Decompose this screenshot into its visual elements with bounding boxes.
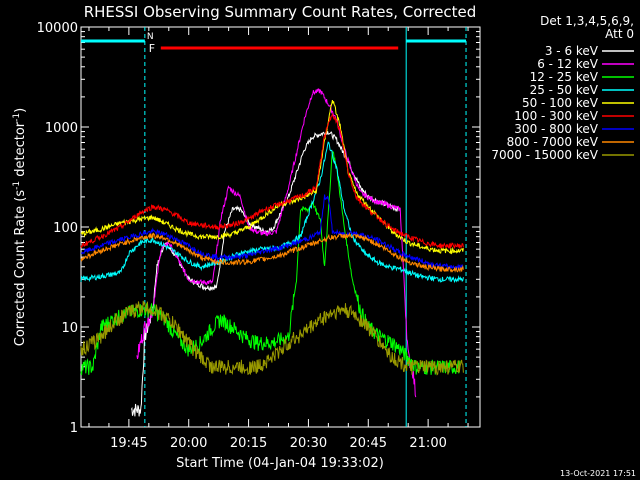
x-tick-label: 19:45 [110,436,147,451]
x-tick-label: 20:45 [350,436,387,451]
y-axis-label-main: Corrected Count Rate (s [13,190,28,347]
y-tick-label: 10 [61,321,78,336]
legend-label: 3 - 6 keV [545,44,599,58]
y-axis-label: Corrected Count Rate (s-1 detector-1) [12,108,28,346]
series-line [80,300,464,376]
flare-flag-label: F [149,42,155,55]
series-line [130,131,399,417]
x-axis: 19:45 20:00 20:15 20:30 20:45 21:00 [88,27,469,451]
series-line [136,88,417,398]
y-tick-label: 100 [53,221,78,236]
y-axis-label-sup2: -1 [12,113,22,122]
legend-header-line1: Det 1,3,4,5,6,9, [540,14,634,28]
legend-label: 800 - 7000 keV [507,135,599,149]
series-line [80,100,464,255]
y-tick-label: 1000 [45,121,78,136]
x-tick-label: 20:00 [170,436,207,451]
legend-label: 50 - 100 keV [522,96,599,110]
y-axis-label-mid: detector [13,121,28,181]
legend-header-line2: Att 0 [605,27,634,41]
date-stamp: 13-Oct-2021 17:51 [560,469,636,478]
y-tick-label: 10000 [37,21,78,36]
series-line [80,232,464,273]
y-axis-label-end: ) [13,108,28,113]
x-tick-label: 20:30 [290,436,327,451]
y-tick-label: 1 [70,421,78,436]
legend-label: 300 - 800 keV [514,122,598,136]
observing-flags: NF [81,27,467,427]
legend-label: 100 - 300 keV [514,109,598,123]
y-axis-label-sup1: -1 [12,181,22,190]
x-axis-label: Start Time (04-Jan-04 19:33:02) [176,456,384,471]
x-tick-label: 21:00 [409,436,446,451]
series-line [80,112,464,249]
series-line [80,151,461,376]
legend-label: 6 - 12 keV [537,57,599,71]
series-layer [80,88,464,417]
chart-title: RHESSI Observing Summary Count Rates, Co… [84,3,477,21]
legend-label: 12 - 25 keV [530,70,599,84]
series-line [80,194,464,271]
x-tick-label: 20:15 [230,436,267,451]
legend-label: 7000 - 15000 keV [491,148,598,162]
legend-label: 25 - 50 keV [530,83,599,97]
night-flag-label: N [147,32,154,42]
